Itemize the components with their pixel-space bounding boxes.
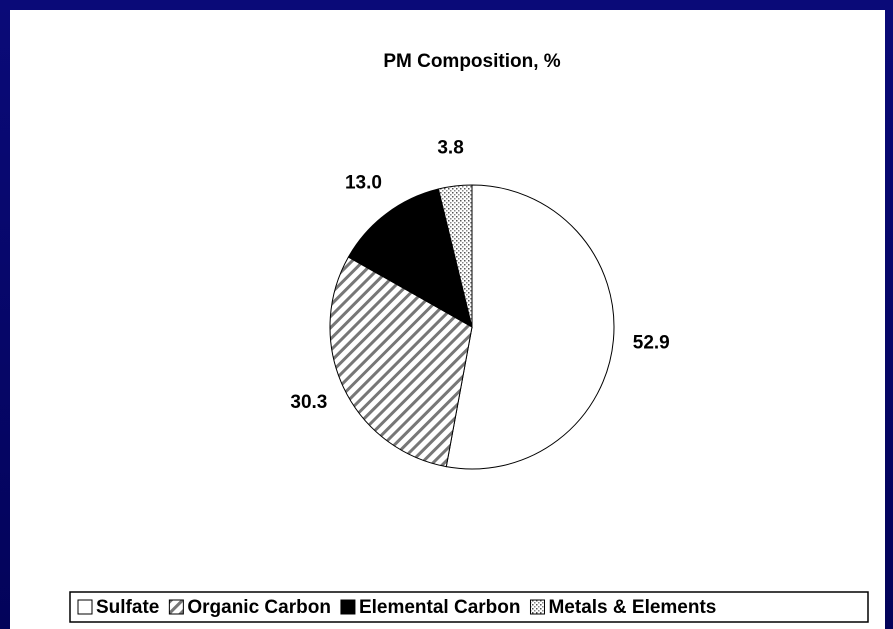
data-label: 30.3: [290, 392, 327, 413]
pie-slice: [347, 188, 473, 329]
chart-title: PM Composition, %: [383, 51, 560, 72]
legend-swatch: [340, 599, 356, 615]
legend-swatch: [168, 599, 184, 615]
legend-swatch: [529, 599, 545, 615]
legend-label: Elemental Carbon: [359, 597, 521, 618]
legend-swatch: [77, 599, 93, 615]
data-label: 13.0: [345, 172, 382, 193]
legend-label: Sulfate: [96, 597, 159, 618]
data-label: 52.9: [633, 332, 670, 353]
pie-slice: [329, 256, 473, 468]
legend-box: [69, 591, 869, 623]
data-label: 3.8: [437, 137, 463, 158]
pie-slice: [437, 184, 473, 328]
legend-label: Organic Carbon: [187, 597, 331, 618]
legend-label: Metals & Elements: [548, 597, 716, 618]
pie-slice: [445, 184, 615, 470]
